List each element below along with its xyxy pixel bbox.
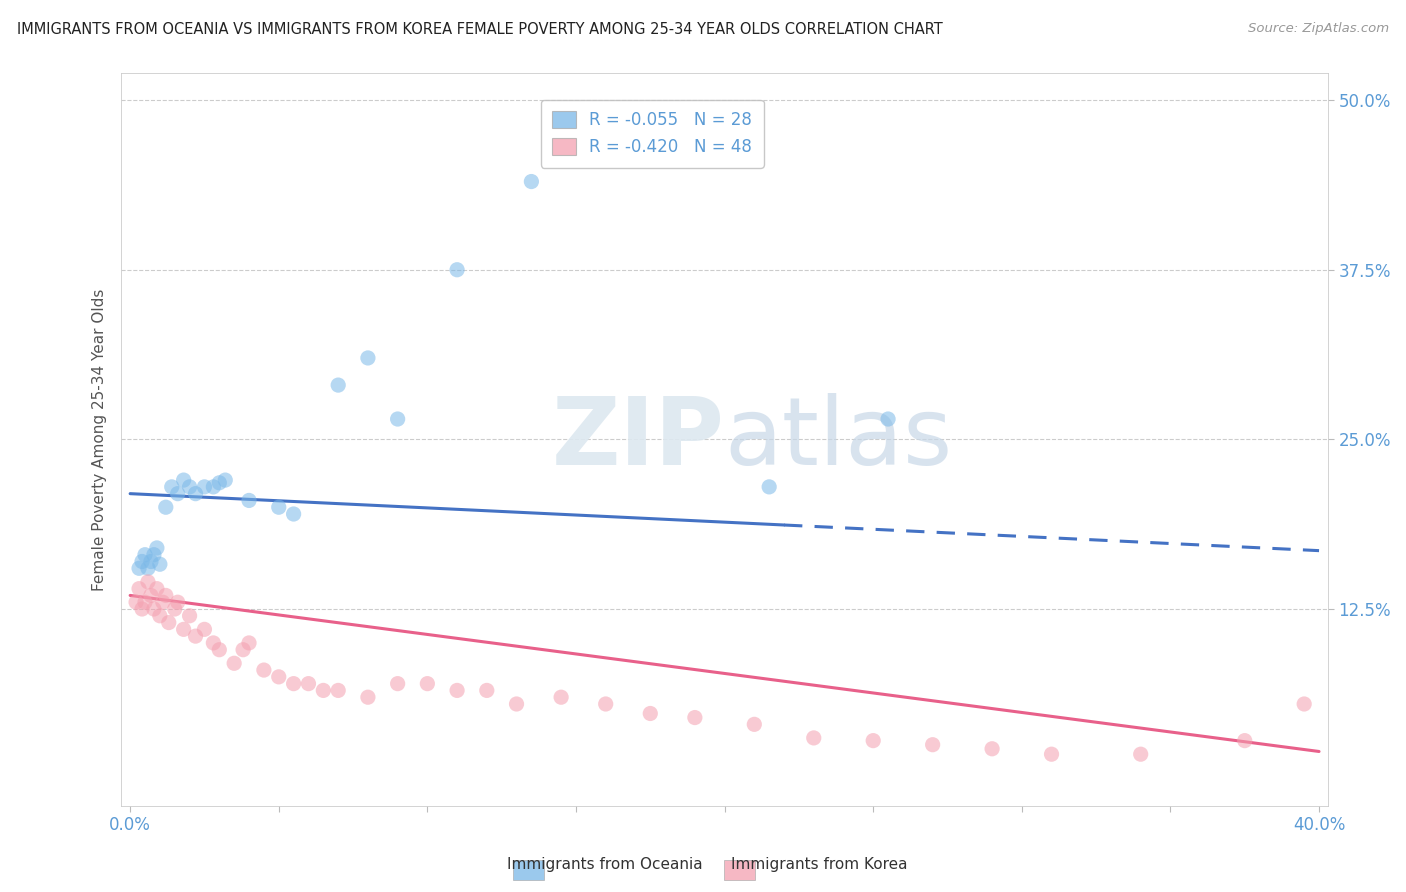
Legend: R = -0.055   N = 28, R = -0.420   N = 48: R = -0.055 N = 28, R = -0.420 N = 48 — [541, 100, 763, 168]
Point — [166, 595, 188, 609]
Point — [387, 676, 409, 690]
Point — [173, 473, 195, 487]
Point — [139, 554, 162, 568]
Point — [1294, 697, 1316, 711]
Point — [136, 561, 159, 575]
Point — [208, 475, 231, 490]
Text: Immigrants from Korea: Immigrants from Korea — [731, 857, 908, 872]
Point — [1129, 747, 1152, 762]
Point — [163, 602, 186, 616]
Text: IMMIGRANTS FROM OCEANIA VS IMMIGRANTS FROM KOREA FEMALE POVERTY AMONG 25-34 YEAR: IMMIGRANTS FROM OCEANIA VS IMMIGRANTS FR… — [17, 22, 942, 37]
Point — [312, 683, 335, 698]
Point — [155, 500, 177, 515]
Point — [184, 629, 207, 643]
Point — [238, 493, 260, 508]
Point — [357, 351, 380, 365]
Point — [505, 697, 527, 711]
Point — [139, 589, 162, 603]
Point — [742, 717, 765, 731]
Point — [1233, 733, 1256, 747]
Text: ZIP: ZIP — [551, 393, 724, 485]
Point — [981, 741, 1004, 756]
Point — [155, 589, 177, 603]
Point — [550, 690, 572, 705]
Point — [142, 602, 165, 616]
Point — [267, 500, 290, 515]
Point — [224, 657, 246, 671]
Point — [214, 473, 236, 487]
Point — [134, 595, 156, 609]
Point — [446, 683, 468, 698]
Point — [877, 412, 900, 426]
Point — [184, 486, 207, 500]
Point — [446, 262, 468, 277]
Point — [328, 683, 350, 698]
Point — [640, 706, 662, 721]
Point — [149, 608, 172, 623]
Y-axis label: Female Poverty Among 25-34 Year Olds: Female Poverty Among 25-34 Year Olds — [93, 288, 107, 591]
Point — [1040, 747, 1063, 762]
Point — [387, 412, 409, 426]
Point — [475, 683, 498, 698]
Point — [232, 642, 254, 657]
Point — [128, 561, 150, 575]
Point — [283, 507, 305, 521]
Point — [921, 738, 943, 752]
Point — [125, 595, 148, 609]
Point — [803, 731, 825, 745]
Point — [297, 676, 319, 690]
Point — [595, 697, 617, 711]
Point — [357, 690, 380, 705]
Text: Source: ZipAtlas.com: Source: ZipAtlas.com — [1249, 22, 1389, 36]
Point — [416, 676, 439, 690]
Point — [146, 541, 169, 555]
Point — [758, 480, 780, 494]
Point — [202, 636, 225, 650]
Text: Immigrants from Oceania: Immigrants from Oceania — [508, 857, 703, 872]
Point — [238, 636, 260, 650]
Point — [136, 574, 159, 589]
Point — [128, 582, 150, 596]
Point — [131, 602, 153, 616]
Point — [193, 623, 215, 637]
Point — [134, 548, 156, 562]
Point — [267, 670, 290, 684]
Point — [283, 676, 305, 690]
Point — [253, 663, 276, 677]
Point — [149, 558, 172, 572]
Point — [179, 480, 201, 494]
Point — [862, 733, 884, 747]
Point — [166, 486, 188, 500]
Point — [208, 642, 231, 657]
Point — [179, 608, 201, 623]
Point — [142, 548, 165, 562]
Point — [173, 623, 195, 637]
Point — [131, 554, 153, 568]
Point — [193, 480, 215, 494]
Point — [202, 480, 225, 494]
Point — [146, 582, 169, 596]
Point — [152, 595, 174, 609]
Text: atlas: atlas — [724, 393, 953, 485]
Point — [683, 710, 706, 724]
Point — [328, 378, 350, 392]
Point — [520, 175, 543, 189]
Point — [160, 480, 183, 494]
Point — [157, 615, 180, 630]
